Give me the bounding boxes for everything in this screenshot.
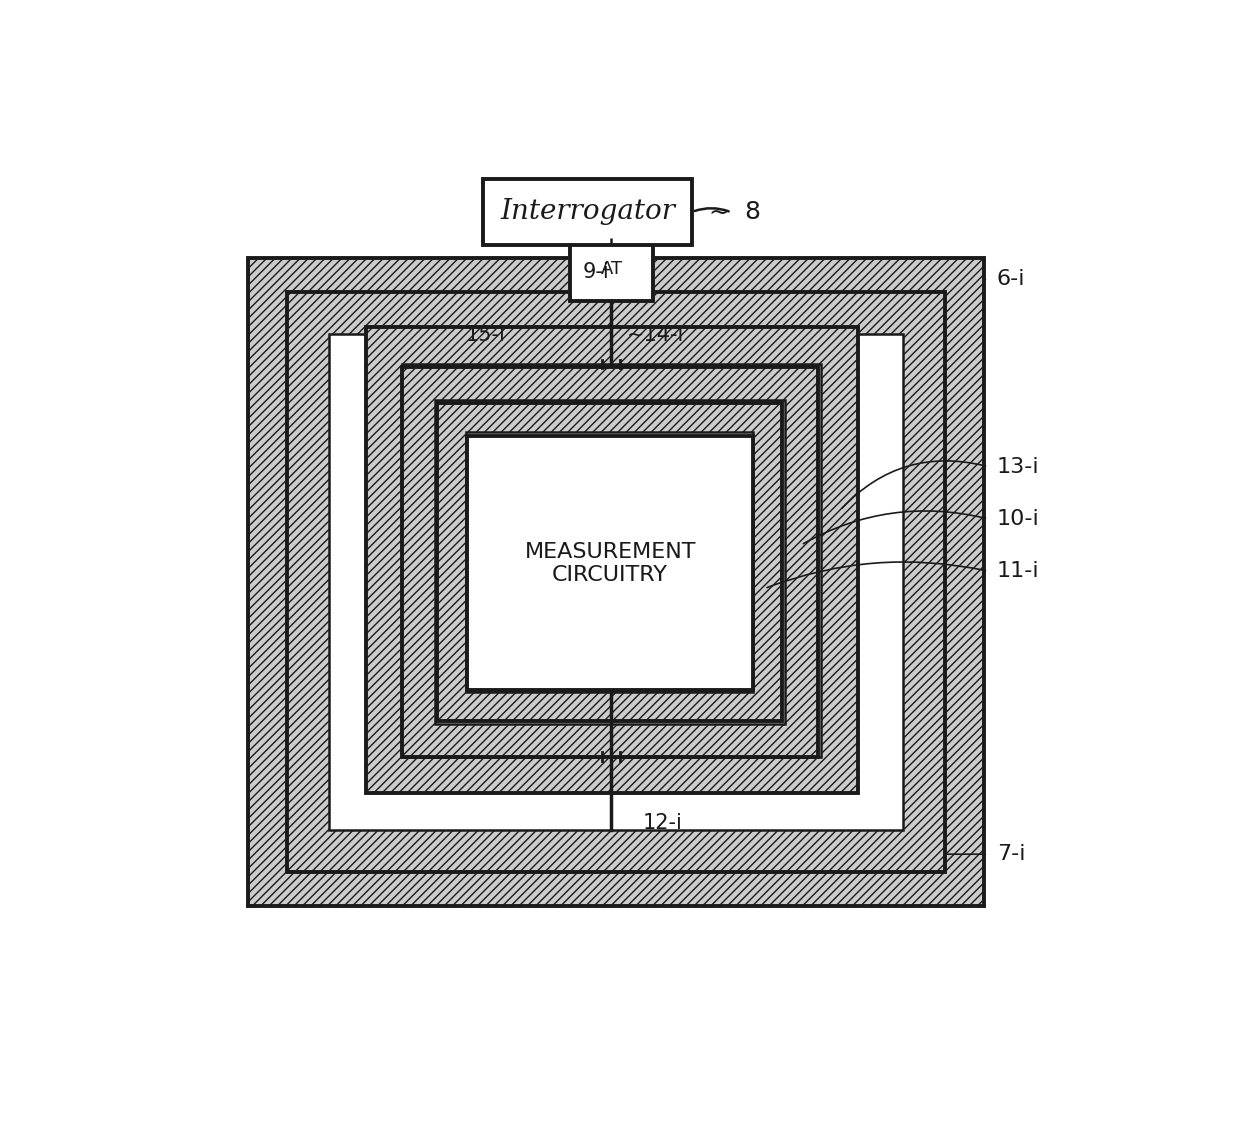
Text: Interrogator: Interrogator	[500, 198, 675, 225]
Text: ~: ~	[709, 200, 729, 224]
Bar	[568, 218, 655, 303]
Text: 7-i: 7-i	[997, 844, 1025, 864]
Bar	[300, 310, 931, 854]
Bar	[466, 432, 753, 692]
Text: 9-i: 9-i	[583, 262, 610, 282]
Text: 6-i: 6-i	[997, 269, 1025, 290]
Bar	[484, 180, 692, 244]
Bar	[402, 364, 821, 757]
Bar	[288, 293, 945, 872]
Text: ~14-i: ~14-i	[626, 325, 684, 345]
Bar	[329, 335, 903, 830]
Text: 8: 8	[744, 200, 760, 224]
Bar	[436, 403, 781, 720]
Bar	[402, 366, 818, 757]
Text: AT: AT	[600, 260, 622, 278]
Bar	[467, 437, 753, 690]
Text: 12-i: 12-i	[642, 813, 682, 834]
Bar	[570, 238, 653, 301]
Text: 11-i: 11-i	[997, 561, 1039, 581]
Text: MEASUREMENT
CIRCUITRY: MEASUREMENT CIRCUITRY	[525, 542, 696, 585]
Text: 15-i: 15-i	[466, 325, 506, 345]
Bar	[366, 327, 858, 793]
Bar	[248, 258, 983, 906]
Text: 13-i: 13-i	[997, 457, 1039, 476]
Bar	[435, 399, 785, 724]
Text: 10-i: 10-i	[997, 509, 1039, 529]
